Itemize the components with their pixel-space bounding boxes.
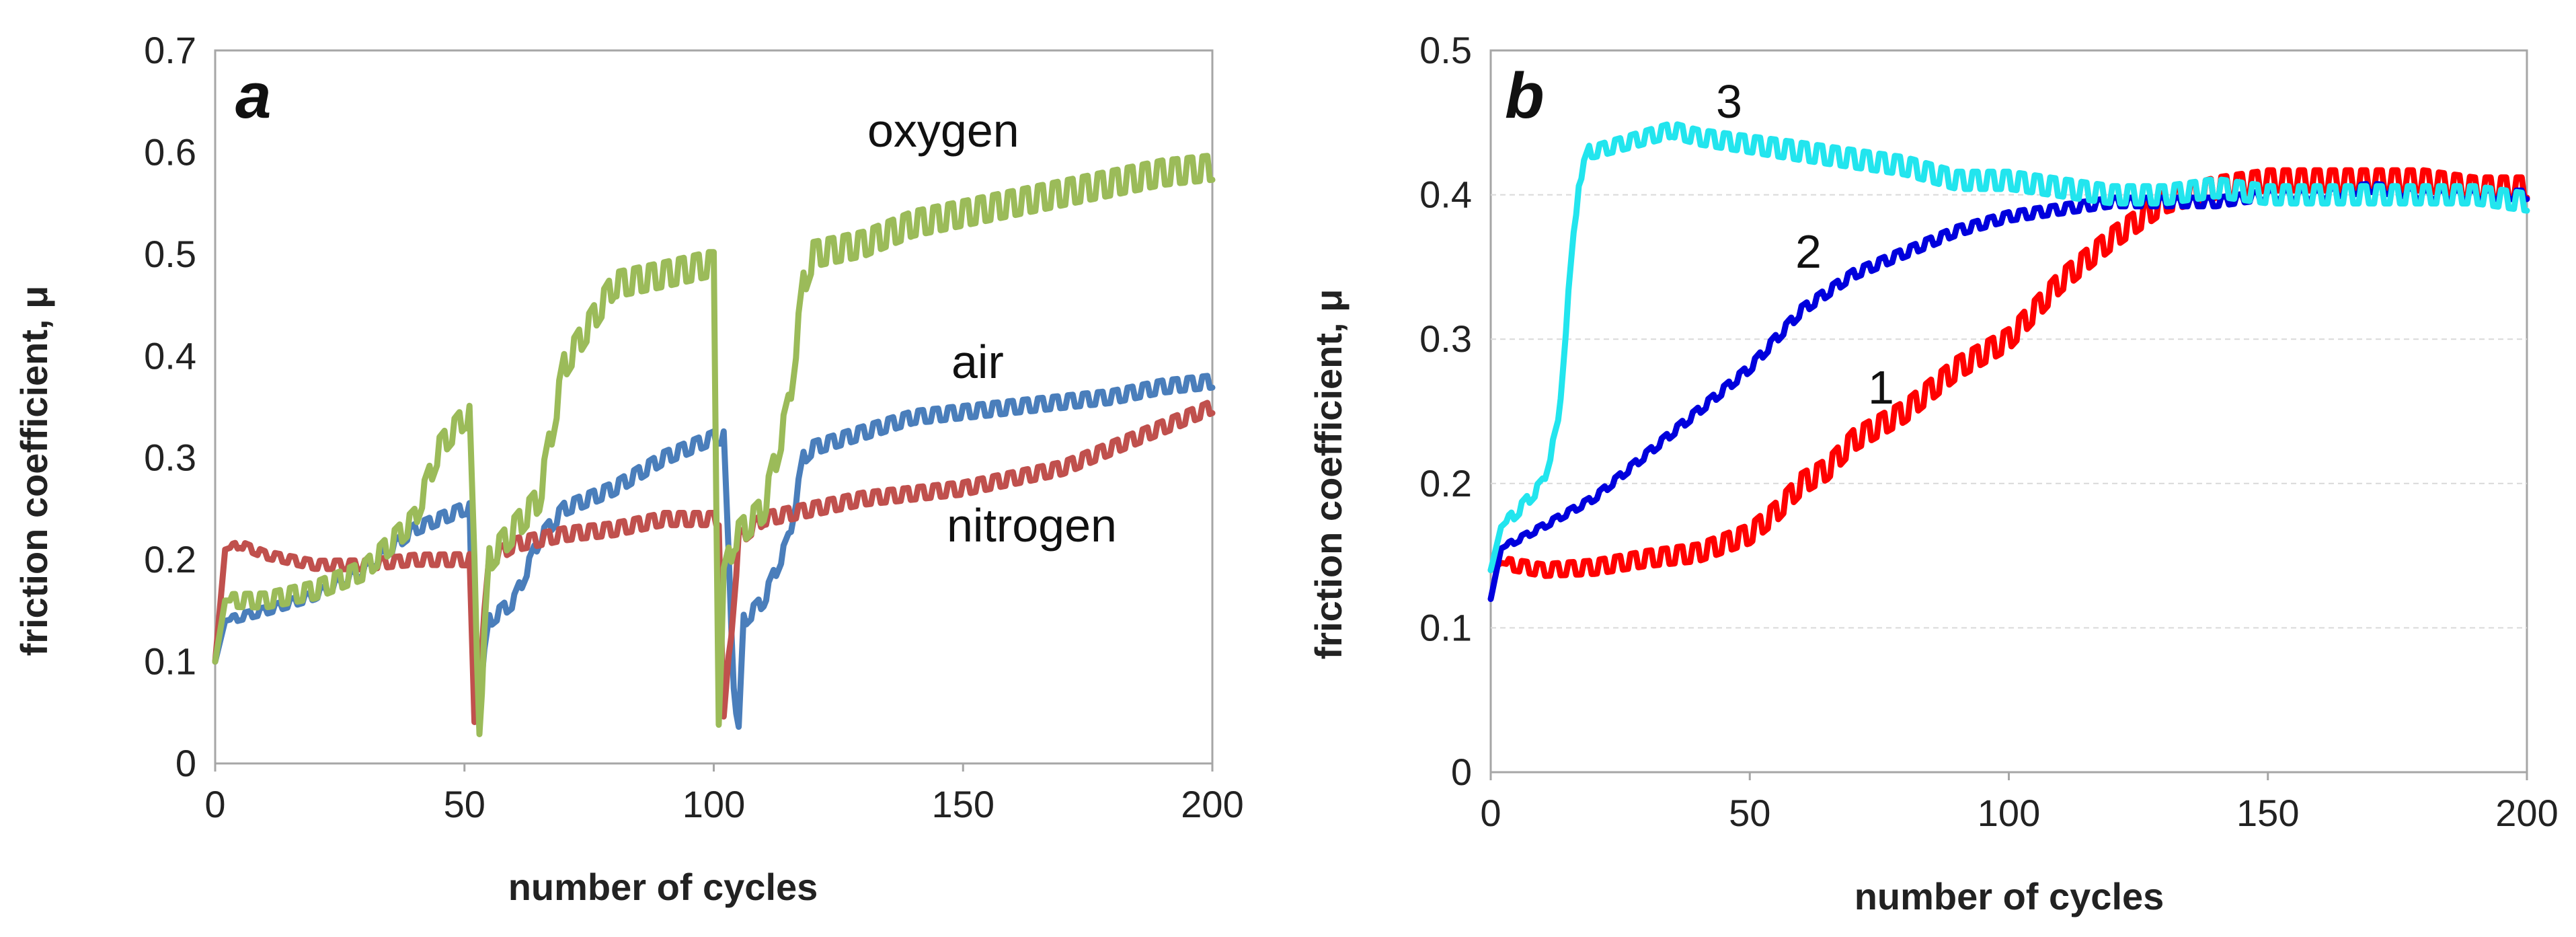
panel-b-x-tick-label: 50 xyxy=(1729,792,1770,834)
panel-b-x-tick-label: 0 xyxy=(1480,792,1501,834)
panel-b-y-axis-title: friction coefficient, μ xyxy=(1307,289,1350,660)
panel-a-y-tick-label: 0.7 xyxy=(144,29,196,71)
panel-a-y-ticks: 0 0.1 0.2 0.3 0.4 0.5 0.6 0.7 xyxy=(144,29,196,784)
panel-a-y-tick-label: 0.4 xyxy=(144,334,196,377)
panel-a-y-axis-title: friction coefficient, μ xyxy=(13,286,55,657)
panel-b-x-axis-title: number of cycles xyxy=(1855,875,2164,917)
panel-b-series-3-line xyxy=(1487,121,2530,574)
panel-b-x-tick-label: 150 xyxy=(2236,792,2299,834)
panel-a-x-tick-label: 100 xyxy=(682,783,745,825)
panel-a-x-tick-label: 150 xyxy=(932,783,994,825)
panel-a-y-tick-label: 0.5 xyxy=(144,233,196,275)
panel-a-y-tick-label: 0.1 xyxy=(144,640,196,683)
panel-b-y-tick-label: 0.5 xyxy=(1419,29,1472,71)
panel-b: 0 0.1 0.2 0.3 0.4 0.5 0 50 100 150 200 b 3 2 1 nu… xyxy=(1307,29,2559,917)
panel-a-x-tick-label: 200 xyxy=(1181,783,1243,825)
panel-b-y-tick-label: 0.2 xyxy=(1419,462,1472,504)
panel-a-x-axis-title: number of cycles xyxy=(508,866,818,908)
panel-a-x-ticks: 0 50 100 150 200 xyxy=(204,763,1244,825)
panel-b-annotation-2: 2 xyxy=(1795,225,1822,278)
panel-a-x-tick-label: 0 xyxy=(204,783,225,825)
panel-b-y-tick-label: 0.4 xyxy=(1419,174,1472,216)
panel-b-annotation-1: 1 xyxy=(1868,361,1894,414)
panel-b-plot-frame xyxy=(1489,49,2528,774)
panel-b-x-tick-label: 200 xyxy=(2495,792,2558,834)
panel-a-series xyxy=(212,153,1216,737)
panel-a-y-tick-label: 0.6 xyxy=(144,130,196,173)
panel-a-series-oxygen-line xyxy=(212,153,1216,737)
panel-b-plot-area xyxy=(1489,49,2528,774)
panel-b-annotation-3: 3 xyxy=(1716,75,1742,128)
panel-a-y-tick-label: 0.3 xyxy=(144,437,196,479)
panel-a-annotation-oxygen: oxygen xyxy=(867,104,1019,157)
panel-a-x-tick-label: 50 xyxy=(444,783,485,825)
panel-a-annotation-air: air xyxy=(951,336,1004,388)
panel-b-x-tick-label: 100 xyxy=(1978,792,2040,834)
panel-a-annotation-nitrogen: nitrogen xyxy=(947,499,1117,552)
panel-b-series xyxy=(1487,121,2530,602)
panel-b-y-tick-label: 0.3 xyxy=(1419,317,1472,360)
panel-b-letter: b xyxy=(1505,60,1545,132)
panel-a-y-tick-label: 0.2 xyxy=(144,538,196,580)
panel-a: 0 0.1 0.2 0.3 0.4 0.5 0.6 0.7 0 50 100 150 200 a ox… xyxy=(13,29,1244,908)
panel-b-y-ticks: 0 0.1 0.2 0.3 0.4 0.5 xyxy=(1419,29,1472,793)
panel-b-y-tick-label: 0 xyxy=(1451,751,1472,793)
panel-b-series-1-line xyxy=(1487,167,2530,579)
panel-b-y-tick-label: 0.1 xyxy=(1419,606,1472,648)
panel-b-x-ticks: 0 50 100 150 200 xyxy=(1480,772,2559,834)
panel-a-y-tick-label: 0 xyxy=(175,742,196,784)
panel-a-letter: a xyxy=(235,60,271,132)
panel-b-series-2-line xyxy=(1487,181,2530,602)
